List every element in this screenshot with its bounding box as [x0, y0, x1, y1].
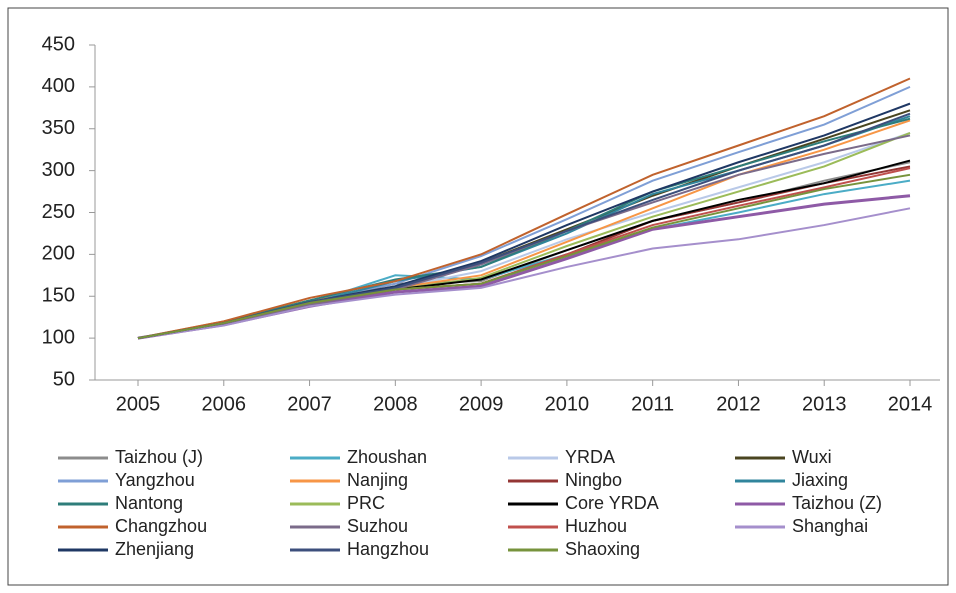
series-line	[137, 207, 911, 340]
frame	[7, 7, 949, 586]
series-line	[137, 131, 911, 340]
y-tick-label: 150	[42, 285, 75, 307]
legend-label: Shanghai	[792, 516, 868, 536]
legend-label: Nanjing	[347, 470, 408, 490]
y-tick-label: 250	[42, 201, 75, 223]
x-tick-label: 2014	[888, 393, 933, 415]
x-tick-label: 2011	[631, 393, 674, 415]
x-tick-label: 2012	[716, 393, 761, 415]
x-tick-label: 2007	[287, 393, 332, 415]
legend-label: Taizhou (J)	[115, 447, 203, 467]
y-tick-label: 50	[53, 368, 75, 390]
legend-label: Taizhou (Z)	[792, 493, 882, 513]
y-tick-label: 300	[42, 159, 75, 181]
y-tick-label: 100	[42, 326, 75, 348]
legend-label: Core YRDA	[565, 493, 659, 513]
legend-label: Zhenjiang	[115, 539, 194, 559]
legend-label: Nantong	[115, 493, 183, 513]
series-line	[137, 112, 911, 340]
x-tick-label: 2009	[459, 393, 504, 415]
x-tick-label: 2006	[202, 393, 247, 415]
legend-label: Jiaxing	[792, 470, 848, 490]
y-tick-label: 200	[42, 243, 75, 265]
legend-label: Yangzhou	[115, 470, 195, 490]
legend-label: Wuxi	[792, 447, 832, 467]
legend-label: PRC	[347, 493, 385, 513]
x-tick-label: 2013	[802, 393, 847, 415]
y-tick-label: 450	[42, 33, 75, 55]
series-line	[137, 102, 911, 340]
legend-label: Shaoxing	[565, 539, 640, 559]
series-line	[137, 85, 911, 340]
x-tick-label: 2008	[373, 393, 418, 415]
legend-label: Suzhou	[347, 516, 408, 536]
series-line	[137, 132, 911, 340]
x-tick-label: 2005	[116, 393, 161, 415]
legend-label: Zhoushan	[347, 447, 427, 467]
legend-label: YRDA	[565, 447, 615, 467]
y-tick-label: 400	[42, 75, 75, 97]
series-line	[137, 117, 911, 340]
series-line	[137, 77, 911, 340]
legend-label: Huzhou	[565, 516, 627, 536]
legend-label: Hangzhou	[347, 539, 429, 559]
series-line	[137, 173, 911, 340]
y-tick-label: 350	[42, 117, 75, 139]
x-tick-label: 2010	[545, 393, 590, 415]
legend-label: Changzhou	[115, 516, 207, 536]
legend-label: Ningbo	[565, 470, 622, 490]
